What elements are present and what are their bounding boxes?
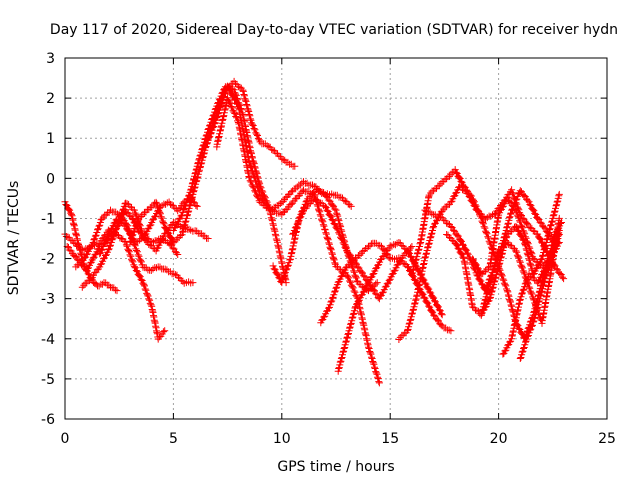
y-tick-label: 3 (46, 51, 55, 67)
series-track-20 (477, 190, 563, 319)
x-axis-label: GPS time / hours (277, 459, 394, 475)
y-tick-label: 0 (46, 171, 55, 187)
y-tick-label: 2 (46, 91, 55, 107)
chart-title: Day 117 of 2020, Sidereal Day-to-day VTE… (50, 22, 618, 38)
series-track-14 (334, 239, 446, 375)
y-tick-label: -1 (41, 211, 55, 227)
y-tick-label: -4 (41, 332, 55, 348)
x-tick-label: 20 (490, 431, 508, 447)
x-tick-label: 5 (169, 431, 178, 447)
series-track-5 (78, 199, 182, 291)
y-tick-label: -3 (41, 292, 55, 308)
series-track-13 (317, 239, 455, 335)
tick-layer: 0 5 10 15 20 25 -6 -5 -4 -3 -2 -1 0 1 2 3 (41, 51, 616, 447)
x-tick-label: 0 (61, 431, 70, 447)
x-tick-label: 10 (273, 431, 291, 447)
series-track-8 (169, 83, 290, 287)
series-track-22 (516, 227, 563, 362)
y-tick-label: -6 (41, 412, 55, 428)
data-layer (61, 77, 568, 387)
y-tick-label: 1 (46, 131, 55, 147)
x-tick-label: 15 (381, 431, 399, 447)
y-tick-label: -5 (41, 372, 55, 388)
series-track-12 (289, 194, 416, 303)
y-axis-label: SDTVAR / TECUs (6, 181, 22, 296)
plot-frame (64, 57, 608, 420)
x-tick-label: 25 (598, 431, 616, 447)
y-tick-label: -2 (41, 252, 55, 268)
